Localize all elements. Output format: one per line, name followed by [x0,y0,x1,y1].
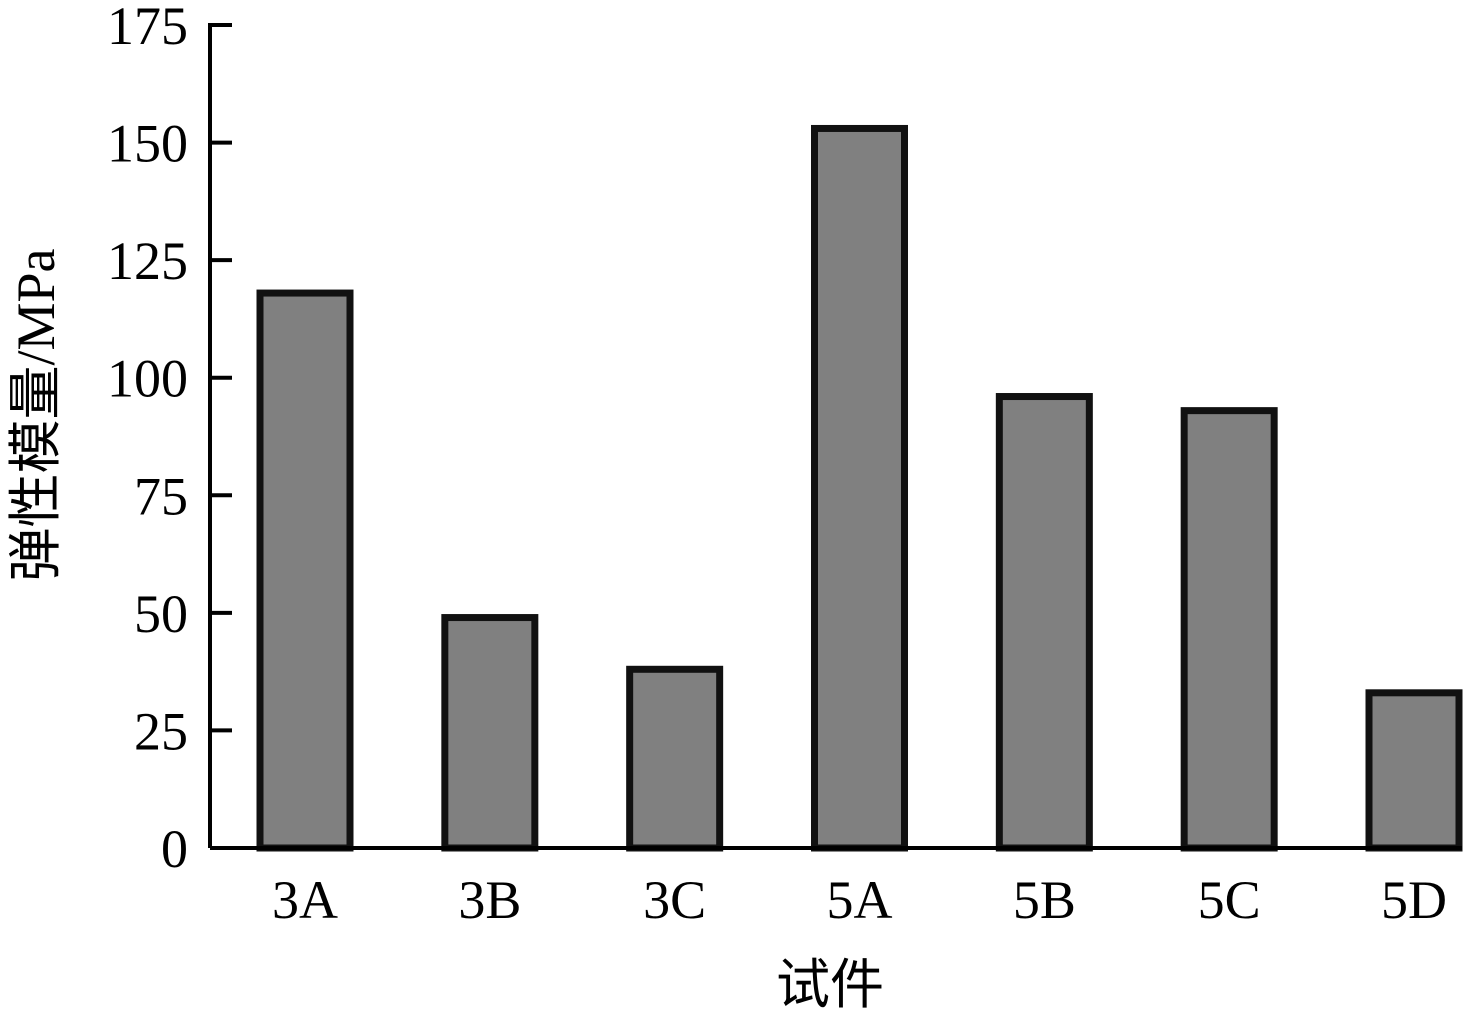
bar-3B [441,614,539,852]
y-tick-label: 0 [161,819,188,879]
y-tick-label: 100 [107,349,188,409]
y-tick-label: 125 [107,231,188,291]
y-tick-label: 25 [134,701,188,761]
y-tick-label: 150 [107,114,188,174]
bar-5B [995,393,1093,852]
axes-group [208,23,1462,850]
x-tick-label: 3B [458,870,521,930]
x-tick-label: 5D [1381,870,1447,930]
y-ticks-group: 0 25 50 75 100 125 150 175 [107,0,232,879]
y-tick-label: 75 [134,466,188,526]
bar-5A [811,124,908,852]
x-tick-label: 3C [643,870,706,930]
y-axis-title: 弹性模量/MPa [6,248,66,581]
x-tick-label: 5A [827,870,893,930]
y-tick-label: 50 [134,584,188,644]
bar-3C [626,665,724,852]
bars-group [256,124,1463,852]
x-tick-label: 5C [1198,870,1261,930]
x-tick-labels-group: 3A 3B 3C 5A 5B 5C 5D [272,870,1447,930]
bar-3A [256,289,354,852]
x-axis-title: 试件 [776,955,884,1010]
y-tick-label: 175 [107,0,188,56]
x-tick-label: 5B [1013,870,1076,930]
x-tick-label: 3A [272,870,338,930]
bar-5C [1180,407,1278,852]
bar-5D [1365,689,1463,852]
